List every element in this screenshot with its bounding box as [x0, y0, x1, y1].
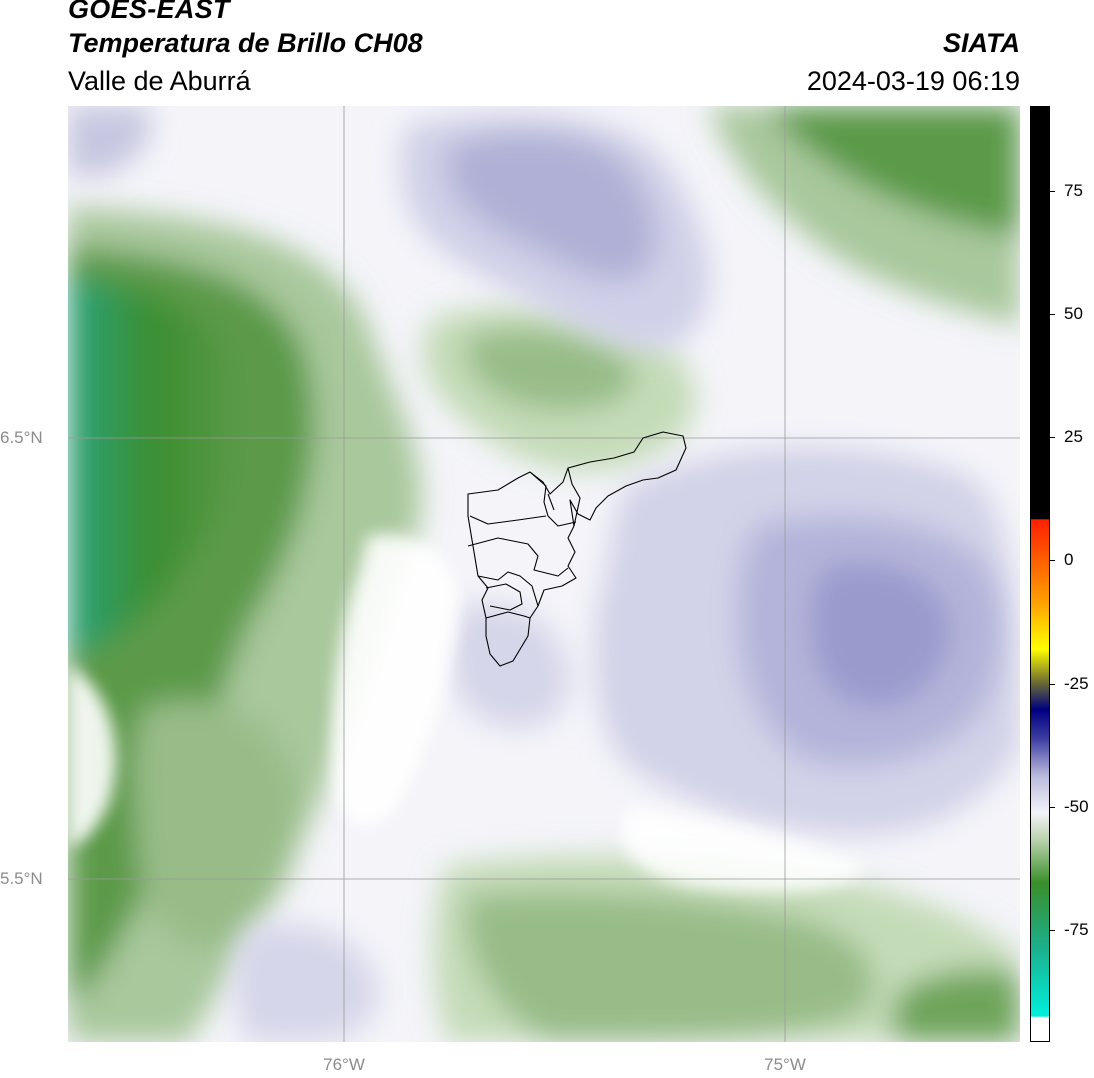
brand-label: SIATA [943, 28, 1020, 58]
colorbar-label-75: 75 [1064, 181, 1083, 200]
colorbar-gradient [1030, 106, 1050, 1042]
product-title: Temperatura de Brillo CH08 [68, 28, 423, 58]
lat-label-5-5n: 5.5°N [0, 869, 43, 888]
colorbar-label-minus-75: -75 [1064, 920, 1089, 939]
region-label: Valle de Aburrá [68, 66, 251, 96]
colorbar-tick [1050, 807, 1055, 808]
purple-regions [68, 106, 1020, 1042]
lat-label-6-5n: 6.5°N [0, 428, 43, 447]
colorbar-tick [1050, 191, 1055, 192]
colorbar [1030, 106, 1050, 1042]
brightness-temperature-field [68, 106, 1020, 1042]
colorbar-label-25: 25 [1064, 427, 1083, 446]
colorbar-tick [1050, 437, 1055, 438]
graticule [68, 106, 1020, 1042]
satellite-map[interactable] [68, 106, 1020, 1042]
white-corridors [68, 534, 868, 892]
colorbar-label-minus-50: -50 [1064, 797, 1089, 816]
colorbar-tick [1050, 314, 1055, 315]
colorbar-label-0: 0 [1064, 550, 1074, 569]
colorbar-label-minus-25: -25 [1064, 674, 1089, 693]
colorbar-tick [1050, 930, 1055, 931]
lon-label-75w: 75°W [764, 1055, 806, 1074]
aburra-valley-boundaries [467, 431, 687, 667]
green-regions [68, 106, 1020, 1042]
colorbar-tick [1050, 560, 1055, 561]
lon-label-76w: 76°W [323, 1055, 365, 1074]
colorbar-tick [1050, 684, 1055, 685]
colorbar-label-50: 50 [1064, 304, 1083, 323]
satellite-title: GOES-EAST [68, 0, 230, 24]
timestamp-label: 2024-03-19 06:19 [806, 66, 1020, 96]
